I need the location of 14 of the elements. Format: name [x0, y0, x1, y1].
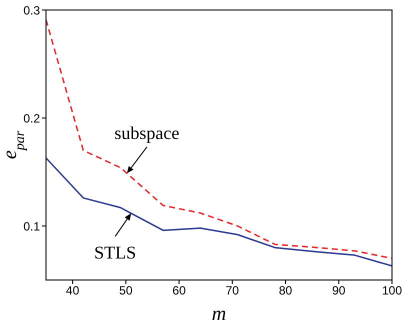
y-tick-label: 0.2 [23, 111, 40, 126]
y-tick-label: 0.3 [23, 3, 40, 18]
x-tick-label: 60 [172, 284, 186, 298]
line-series [46, 157, 392, 267]
x-tick-label: 40 [66, 284, 80, 298]
x-tick-label: 80 [278, 284, 293, 298]
series-label: subspace [114, 122, 180, 143]
x-tick-label: 100 [382, 284, 402, 298]
series-label: STLS [94, 242, 136, 262]
x-tick-label: 70 [226, 284, 240, 298]
y-tick-label: 0.1 [23, 219, 40, 234]
x-tick-label: 50 [119, 284, 133, 298]
x-axis-title: m [212, 303, 226, 324]
x-tick-label: 90 [332, 284, 346, 298]
